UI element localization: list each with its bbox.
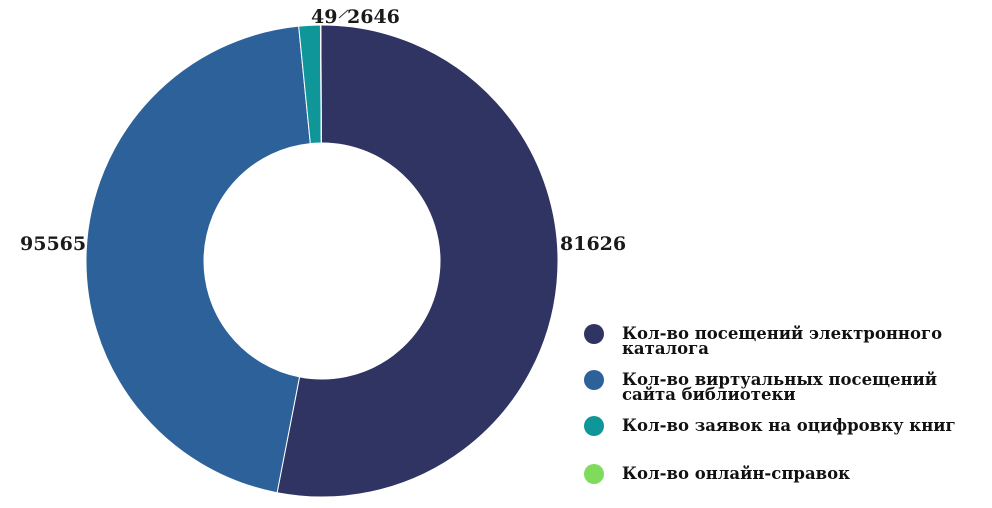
legend-item-electronic-catalog: Кол-во посещений электронного каталога <box>584 320 984 358</box>
legend-swatch-digitization-requests <box>584 416 604 436</box>
legend-item-virtual-visits: Кол-во виртуальных посещений сайта библи… <box>584 366 984 404</box>
legend-swatch-electronic-catalog <box>584 324 604 344</box>
legend-item-online-references: Кол-во онлайн-справок <box>584 460 984 488</box>
leader-line-2646 <box>338 9 349 19</box>
label-95565: 95565 <box>20 233 86 255</box>
legend-label-electronic-catalog-line2: каталога <box>622 339 709 358</box>
legend-label-virtual-visits-line2: сайта библиотеки <box>622 385 796 404</box>
legend-swatch-virtual-visits <box>584 370 604 390</box>
chart-legend: Кол-во посещений электронного каталога К… <box>584 320 984 508</box>
label-81626: 81626 <box>560 233 626 255</box>
slice-virtual-visits <box>85 25 311 494</box>
label-49: 49 <box>311 6 337 28</box>
legend-label-electronic-catalog-line1: Кол-во посещений электронного <box>622 324 943 343</box>
slice-electronic-catalog <box>276 24 559 498</box>
data-labels: 95565 81626 2646 49 <box>20 6 626 255</box>
legend-swatch-online-references <box>584 464 604 484</box>
legend-label-virtual-visits-line1: Кол-во виртуальных посещений <box>622 370 937 389</box>
legend-label-digitization-requests: Кол-во заявок на оцифровку книг <box>622 416 956 435</box>
label-2646: 2646 <box>347 6 400 28</box>
legend-item-digitization-requests: Кол-во заявок на оцифровку книг <box>584 412 984 440</box>
donut-slices <box>85 24 559 498</box>
legend-label-online-references: Кол-во онлайн-справок <box>622 464 851 483</box>
slice-online-references <box>319 24 322 144</box>
